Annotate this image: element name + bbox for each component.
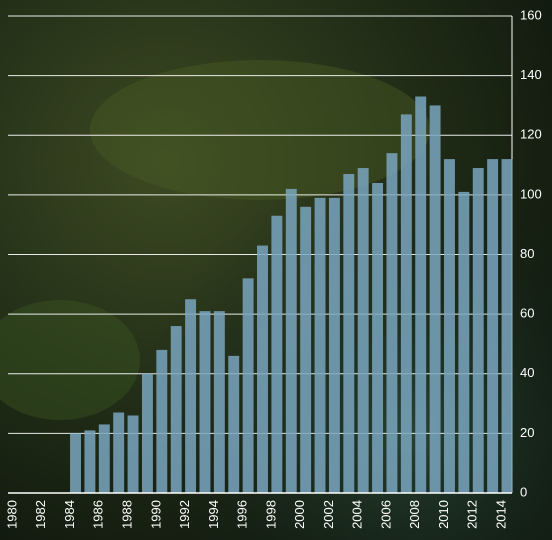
x-tick-label: 2008 [407,500,422,529]
x-tick-label: 1992 [177,500,192,529]
y-tick-label: 60 [520,306,534,321]
bar [156,350,167,493]
x-tick-label: 1980 [4,500,19,529]
y-tick-label: 120 [520,127,542,142]
x-tick-label: 2006 [378,500,393,529]
y-tick-label: 100 [520,186,542,201]
x-tick-label: 2002 [321,500,336,529]
x-tick-label: 1998 [263,500,278,529]
bar [401,114,412,493]
bar [372,183,383,493]
x-tick-label: 1994 [206,500,221,529]
x-tick-label: 1982 [33,500,48,529]
x-tick-label: 1996 [235,500,250,529]
bar [243,278,254,493]
bar [228,356,239,493]
x-tick-label: 2010 [436,500,451,529]
bar [458,192,469,493]
bar [444,159,455,493]
bar [473,168,484,493]
y-tick-label: 40 [520,365,534,380]
x-tick-label: 2014 [493,500,508,529]
x-tick-label: 1988 [119,500,134,529]
bar [386,153,397,493]
x-tick-label: 1986 [91,500,106,529]
bar [214,311,225,493]
bar [315,198,326,493]
bar [343,174,354,493]
x-tick-label: 2012 [465,500,480,529]
bar [70,433,81,493]
x-tick-label: 1984 [62,500,77,529]
bar [430,105,441,493]
y-tick-label: 80 [520,246,534,261]
bar [502,159,513,493]
bar [300,207,311,493]
bar [200,311,211,493]
bar [113,413,124,493]
bar [487,159,498,493]
bar [286,189,297,493]
bar [84,430,95,493]
moss [90,60,430,200]
x-tick-label: 2000 [292,500,307,529]
y-tick-label: 0 [520,484,527,499]
bar [99,424,110,493]
bar [329,198,340,493]
bar [257,246,268,493]
bar [142,374,153,493]
x-tick-label: 1990 [148,500,163,529]
y-tick-label: 140 [520,67,542,82]
x-tick-label: 2004 [350,500,365,529]
bar [128,415,139,493]
bar [415,96,426,493]
y-tick-label: 160 [520,7,542,22]
bar [358,168,369,493]
bar [171,326,182,493]
bar [185,299,196,493]
bar [271,216,282,493]
y-tick-label: 20 [520,425,534,440]
chart: 0 20 40 60 80 100 120 140 160 1980 1982 1984 1986 198… [0,0,552,540]
